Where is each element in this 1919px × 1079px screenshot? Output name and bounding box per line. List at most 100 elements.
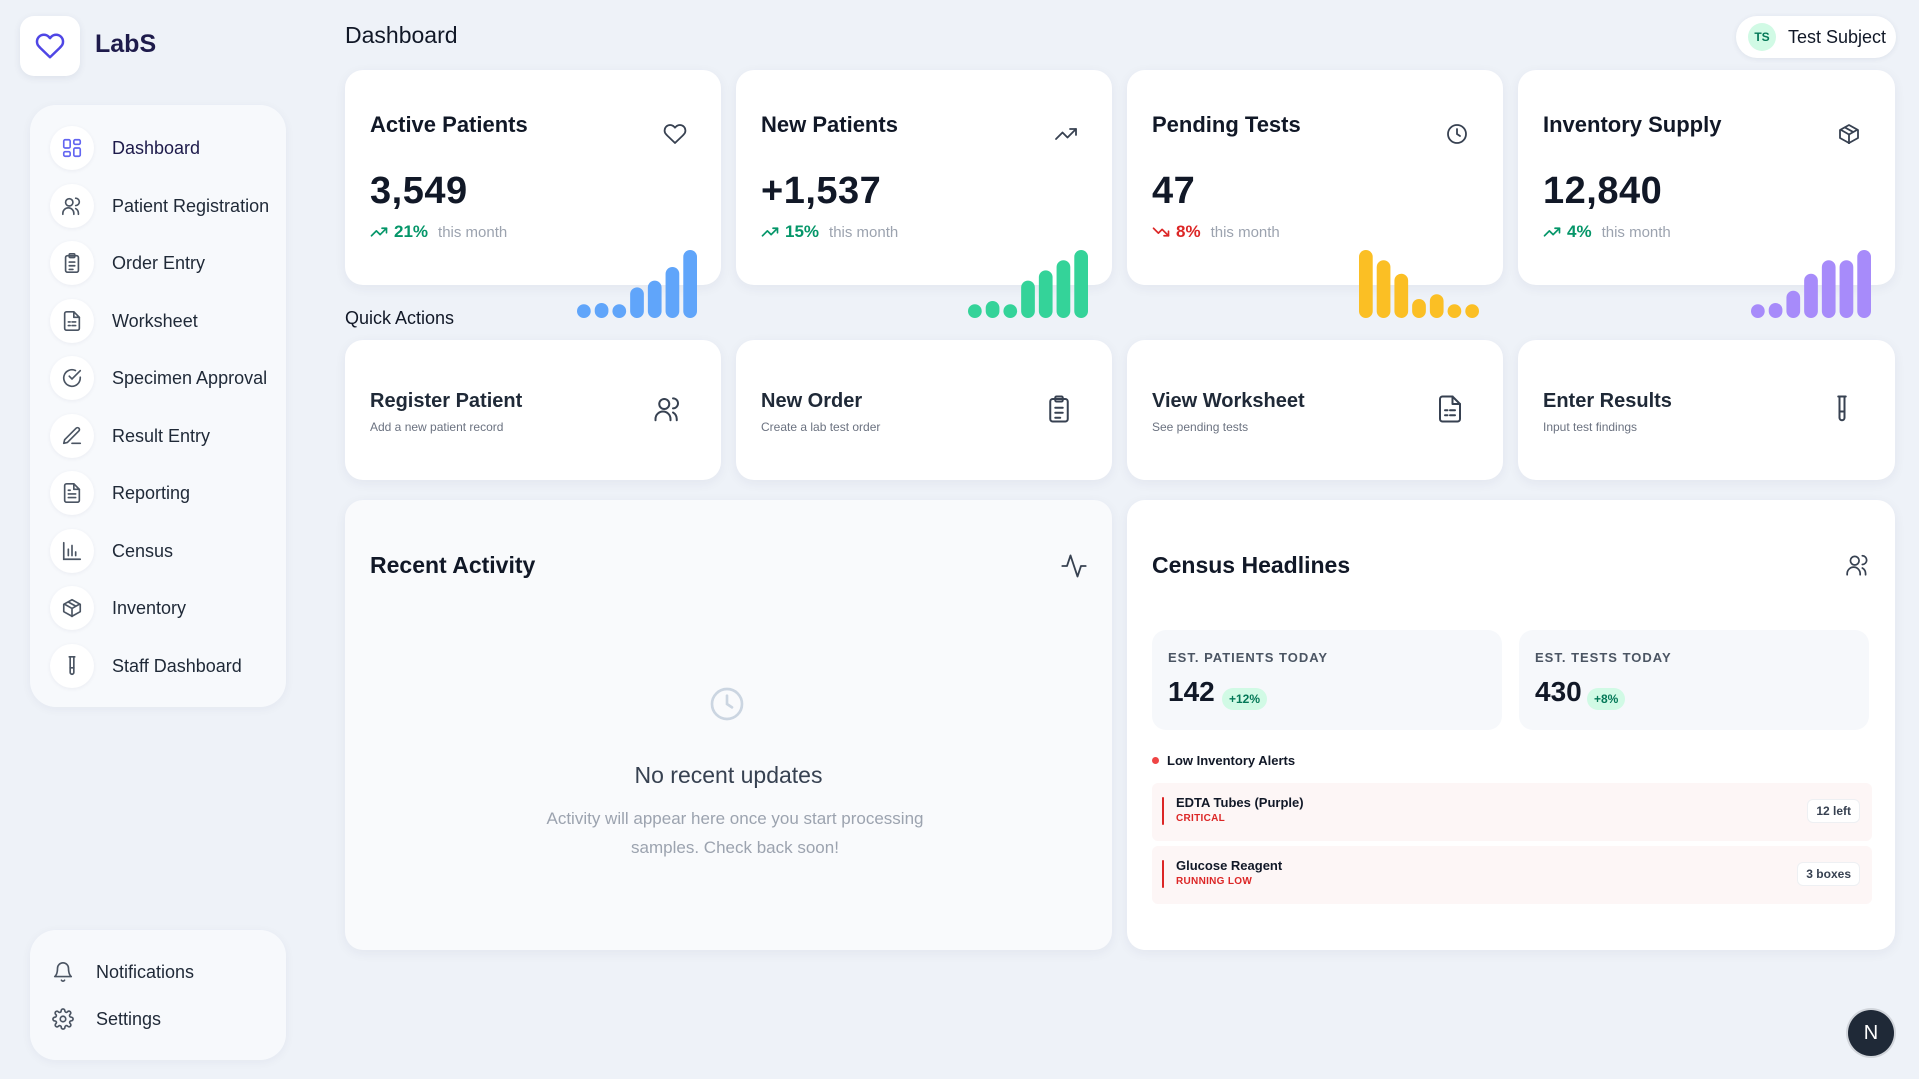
notifications-button[interactable]: Notifications — [52, 955, 194, 989]
stat-title: New Patients — [761, 112, 898, 137]
stat-card-active-patients[interactable]: Active Patients 3,549 21% this month — [345, 70, 721, 318]
census-patients-box: EST. PATIENTS TODAY 142 +12% — [1152, 630, 1502, 730]
user-name: Test Subject — [1788, 26, 1887, 47]
users-icon — [1846, 554, 1868, 576]
alert-indicator — [1162, 860, 1164, 888]
alert-row[interactable]: Glucose Reagent RUNNING LOW 3 boxes — [1152, 846, 1872, 904]
mini-bar — [1394, 273, 1409, 318]
sidebar-item-label: Staff Dashboard — [112, 655, 242, 676]
mini-bar — [1804, 273, 1818, 318]
quick-action-register-patient[interactable]: Register Patient Add a new patient recor… — [345, 340, 721, 480]
report-icon — [50, 471, 94, 515]
census-tests-label: EST. TESTS TODAY — [1535, 650, 1672, 665]
sidebar-item-label: Specimen Approval — [112, 367, 268, 388]
sidebar-item-staff-dashboard[interactable]: Staff Dashboard — [50, 641, 290, 691]
grid-icon — [50, 126, 94, 170]
stat-value: +1,537 — [761, 170, 882, 212]
mini-bar — [665, 267, 680, 318]
quick-action-title: New Order — [761, 390, 863, 412]
quick-action-subtitle: Input test findings — [1543, 420, 1638, 434]
trend-suffix: this month — [1210, 223, 1280, 241]
census-headlines-panel: Census Headlines EST. PATIENTS TODAY 142… — [1127, 500, 1895, 950]
mini-bar — [612, 304, 627, 318]
census-patients-value: 142 — [1168, 676, 1215, 707]
sidebar-item-census[interactable]: Census — [50, 526, 290, 576]
mini-bar — [1359, 250, 1373, 318]
quick-action-title: Register Patient — [370, 390, 523, 412]
empty-state-text: Activity will appear here once you start… — [546, 809, 924, 857]
box-icon — [50, 586, 94, 630]
mini-bar — [1412, 298, 1426, 318]
sidebar-item-label: Inventory — [112, 597, 187, 618]
alert-row[interactable]: EDTA Tubes (Purple) CRITICAL 12 left — [1152, 783, 1872, 841]
quick-action-subtitle: See pending tests — [1152, 420, 1249, 434]
trend-suffix: this month — [438, 223, 508, 241]
census-title: Census Headlines — [1152, 552, 1351, 578]
census-patients-badge: +12% — [1222, 688, 1268, 710]
mini-bar — [647, 280, 662, 318]
sidebar-item-result-entry[interactable]: Result Entry — [50, 411, 290, 461]
stat-value: 3,549 — [370, 170, 468, 212]
sidebar-item-dashboard[interactable]: Dashboard — [50, 123, 290, 173]
trending-up-icon — [1055, 128, 1077, 140]
check-circle-icon — [50, 356, 94, 400]
quick-action-subtitle: Create a lab test order — [761, 420, 881, 434]
mini-bar — [1447, 304, 1462, 318]
quick-action-title: View Worksheet — [1152, 390, 1305, 412]
dev-tools-button[interactable]: N — [1848, 1010, 1894, 1056]
gear-icon — [52, 1008, 74, 1030]
recent-activity-panel: Recent Activity No recent updates Activi… — [345, 500, 1112, 950]
sidebar-item-worksheet[interactable]: Worksheet — [50, 296, 290, 346]
user-menu-button[interactable]: TS Test Subject — [1736, 16, 1896, 58]
sidebar-item-label: Dashboard — [112, 137, 201, 158]
stat-trend: 21% this month — [370, 222, 507, 242]
sidebar-item-label: Worksheet — [112, 310, 198, 331]
quick-action-new-order[interactable]: New Order Create a lab test order — [736, 340, 1112, 480]
alert-indicator — [1162, 797, 1164, 825]
sidebar-item-inventory[interactable]: Inventory — [50, 583, 290, 633]
mini-bar — [630, 287, 644, 318]
mini-bar — [1857, 250, 1871, 318]
trending-up-icon — [1543, 227, 1561, 237]
trend-suffix: this month — [829, 223, 899, 241]
stat-card-pending-tests[interactable]: Pending Tests 47 8% this month — [1127, 70, 1503, 318]
sidebar-item-order-entry[interactable]: Order Entry — [50, 238, 290, 288]
alert-level: RUNNING LOW — [1176, 876, 1253, 887]
quick-action-view-worksheet[interactable]: View Worksheet See pending tests — [1127, 340, 1503, 480]
users-icon — [50, 184, 94, 228]
pen-icon — [50, 414, 94, 458]
app-logo[interactable] — [20, 16, 80, 76]
trend-percent: 4% — [1567, 222, 1592, 241]
clock-icon — [710, 687, 744, 721]
sidebar-item-label: Order Entry — [112, 252, 206, 273]
stat-trend: 4% this month — [1543, 222, 1671, 242]
trending-down-icon — [1152, 227, 1170, 237]
mini-bar — [1038, 270, 1053, 318]
mini-bar — [1839, 260, 1854, 318]
clipboard-icon — [1049, 395, 1069, 423]
alert-level: CRITICAL — [1176, 813, 1226, 824]
mini-bar — [1821, 260, 1836, 318]
recent-activity-title: Recent Activity — [370, 552, 536, 578]
notifications-label: Notifications — [96, 961, 195, 982]
mini-bar — [1003, 304, 1018, 318]
sidebar-item-specimen-approval[interactable]: Specimen Approval — [50, 353, 290, 403]
mini-bar — [968, 304, 982, 318]
quick-action-enter-results[interactable]: Enter Results Input test findings — [1518, 340, 1895, 480]
stat-card-new-patients[interactable]: New Patients +1,537 15% this month — [736, 70, 1112, 318]
sidebar-bottom: Notifications Settings — [30, 930, 286, 1060]
mini-bar-chart — [968, 250, 1088, 318]
clipboard-icon — [50, 241, 94, 285]
mini-bar — [1786, 290, 1801, 318]
test-tube-icon — [1837, 395, 1847, 422]
sidebar-item-reporting[interactable]: Reporting — [50, 468, 290, 518]
stat-card-inventory-supply[interactable]: Inventory Supply 12,840 4% this month — [1518, 70, 1895, 318]
sidebar-item-patient-registration[interactable]: Patient Registration — [50, 181, 290, 231]
clock-icon — [1447, 124, 1467, 144]
mini-bar — [683, 250, 697, 318]
settings-button[interactable]: Settings — [52, 1002, 161, 1036]
stat-title: Inventory Supply — [1543, 112, 1722, 137]
trend-percent: 21% — [394, 222, 429, 241]
mini-bar — [985, 301, 1000, 318]
users-icon — [654, 397, 679, 422]
